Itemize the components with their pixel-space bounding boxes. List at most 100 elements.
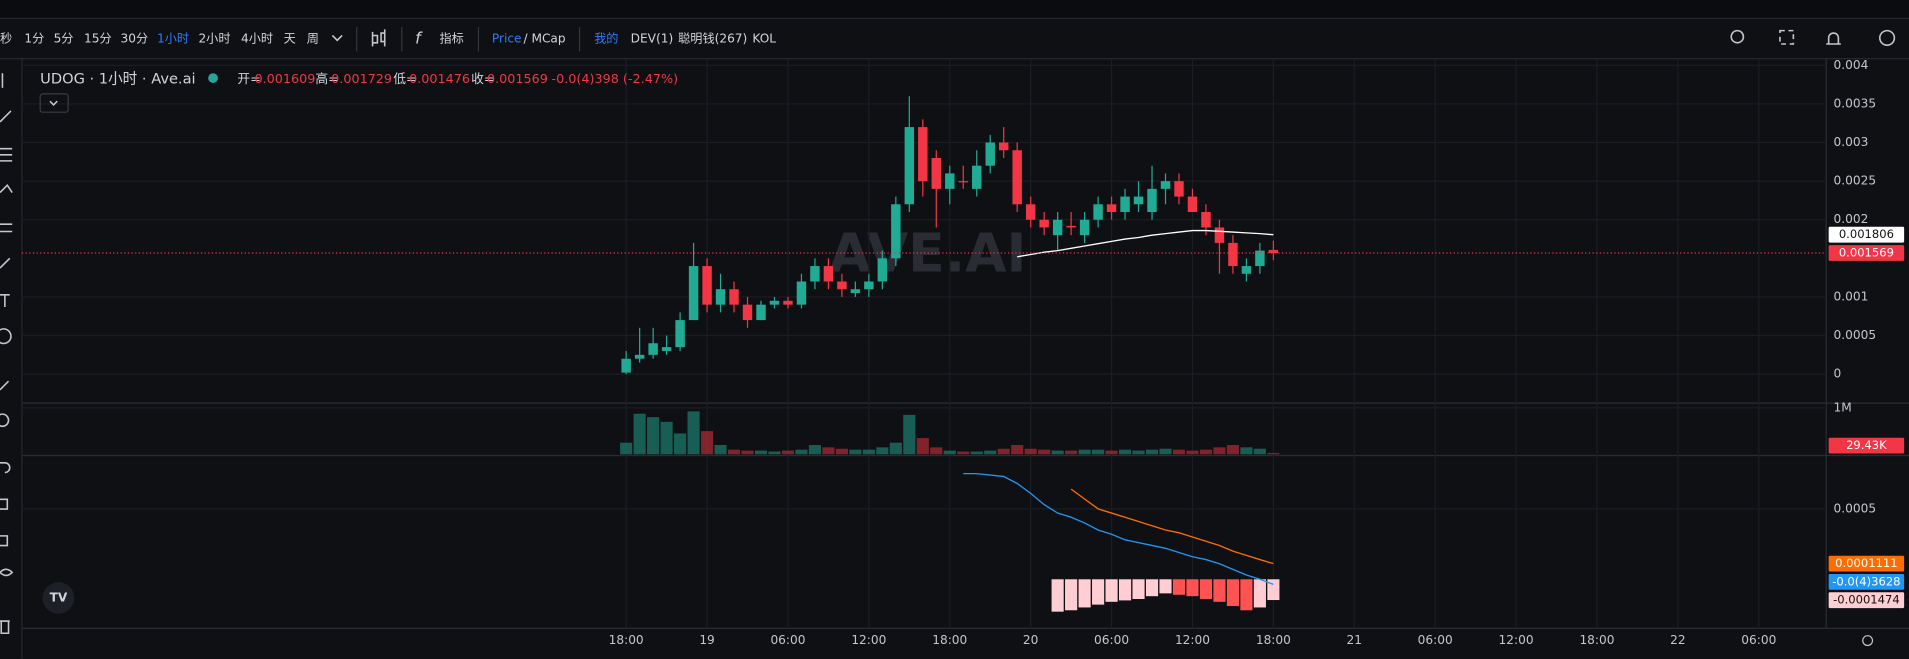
mcap-toggle[interactable]: / MCap [524,32,566,46]
volume-bar [1118,449,1132,455]
x-tick-label: 06:00 [1741,633,1776,647]
signal-line [1070,488,1274,565]
tool-channel[interactable] [0,147,13,162]
volume-bar [970,451,983,455]
x-tick-label: 06:00 [1094,633,1129,647]
price-label: 0.001569 [1839,246,1894,260]
tool-emoji[interactable] [0,328,12,345]
drawing-tools [0,73,14,635]
macd-histogram-bar [1172,579,1186,595]
interval[interactable]: 15分 [84,32,112,46]
filter-smart-money[interactable]: 聪明钱(267) [678,31,747,46]
volume-bar [687,411,700,455]
change: -0.0(4)398 (-2.47%) [552,72,679,87]
x-tick-label: 20 [1023,633,1038,647]
volume-bar [930,447,943,455]
ma-value-label: 0.001806 [1839,227,1894,241]
volume-bar [1078,449,1091,455]
volume-bar [876,447,889,455]
candle-body [1133,196,1144,205]
candle-body [1052,219,1063,236]
candle-body [972,165,982,189]
volume-bar [889,442,902,455]
y-tick-label: 0.0005 [1834,501,1877,515]
top-bar [0,0,1909,18]
volume-bar [1159,448,1172,455]
interval[interactable]: 5分 [54,32,74,46]
settings-button[interactable] [1862,635,1874,647]
tool-pattern[interactable] [0,183,13,194]
volume-bar [1065,450,1078,455]
interval[interactable]: 4小时 [241,32,273,46]
macd-histogram-bar [1118,579,1132,601]
tool-delete[interactable] [0,620,10,635]
volume-bar [1226,445,1239,455]
volume-bar [620,442,633,455]
candle-body [688,266,699,321]
chart-type-button[interactable] [371,29,386,47]
candle-body [1174,181,1184,197]
macd-histogram-bar [1159,579,1172,594]
candle-body [648,343,658,355]
macd-line [963,472,1274,586]
ohlc-value: 0.001569 [487,72,548,87]
macd-histogram-bar [1213,579,1226,602]
price-toggle[interactable]: Price [492,32,522,46]
collapse-button[interactable] [39,93,69,113]
tool-measure[interactable] [0,380,10,391]
tool-text[interactable] [0,294,10,307]
candle-body [837,281,847,290]
logo [42,582,75,614]
interval[interactable]: 1分 [24,32,44,46]
tool-line[interactable] [0,110,12,123]
tool-brush[interactable] [0,257,11,269]
x-tick-label: 18:00 [932,633,967,647]
volume-bar [849,449,862,455]
fullscreen-button[interactable] [1779,29,1795,45]
candle-body [1160,181,1171,189]
ohlc-key: 高= [315,71,338,87]
ohlc-key: 低= [393,72,416,87]
volume-bar [1024,448,1037,455]
volume-bar [754,450,768,455]
ohlc-value: 0.001476 [409,72,470,87]
candle-body [810,266,820,282]
interval[interactable]: 2小时 [198,32,230,46]
symbol-title: UDOG · 1小时 · Ave.ai [40,70,195,87]
more-intervals[interactable] [331,34,343,42]
volume-bar [1105,450,1118,455]
interval[interactable]: 30分 [121,32,149,46]
tool-fib[interactable] [0,223,13,233]
tool-eye[interactable] [0,568,14,577]
interval[interactable]: 周 [307,32,319,46]
tool-zoom[interactable] [0,413,10,428]
macd-histogram-bar [1253,579,1266,608]
collapse-icon [49,100,58,106]
candle-body [702,266,712,305]
volume-bar [1011,445,1024,455]
ohlc-key: 开= [237,72,260,87]
filter-dev[interactable]: DEV(1) [631,32,674,46]
volume-bar [957,451,970,455]
tool-hide[interactable] [0,535,9,547]
filter-kol[interactable]: KOL [752,32,776,46]
macd-histogram-bar [1145,579,1159,597]
indicator-icon[interactable]: f [415,29,423,48]
indicators-button[interactable]: 指标 [440,31,464,46]
zoom-button[interactable] [1730,29,1745,44]
volume-bar [1186,450,1199,455]
tool-lock[interactable] [0,498,9,510]
alert-button[interactable] [1826,32,1841,45]
refresh-button[interactable] [1878,29,1896,47]
status-dot [208,73,218,83]
filter-mine[interactable]: 我的 [594,31,618,46]
candle-body [891,204,901,259]
interval-active[interactable]: 1小时 [157,32,189,46]
interval[interactable]: 秒 [0,32,12,46]
tool-magnet[interactable] [0,462,11,474]
interval[interactable]: 天 [284,32,296,46]
volume-bar [997,448,1010,455]
volume-bar [1051,450,1064,455]
macd-histogram-bar [1267,579,1280,601]
